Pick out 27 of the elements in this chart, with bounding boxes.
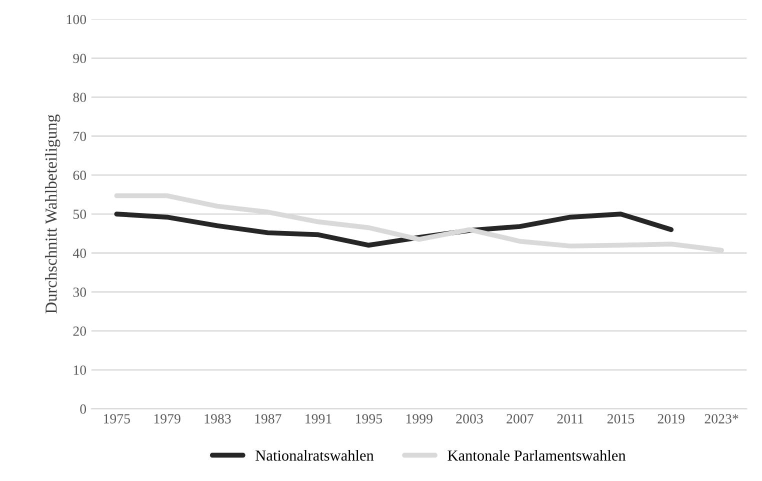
y-tick-label: 50 xyxy=(73,210,86,219)
y-tick-label: 30 xyxy=(73,288,86,297)
y-tick-label: 80 xyxy=(73,92,86,102)
y-tick-label: 100 xyxy=(66,14,86,24)
x-tick-label: 2011 xyxy=(557,414,584,424)
x-tick-label: 1999 xyxy=(406,414,432,424)
x-tick-label: 2003 xyxy=(456,414,483,424)
x-tick-label: 1983 xyxy=(204,414,231,424)
y-tick-label: 10 xyxy=(74,365,86,375)
y-tick-label: 0 xyxy=(80,404,86,414)
y-axis-title: Durchschnitt Wahlbeteiligung xyxy=(45,114,60,314)
y-tick-label: 40 xyxy=(72,248,86,258)
y-tick-label: 20 xyxy=(73,326,86,336)
x-tick-label: 2019 xyxy=(658,414,684,424)
legend-label: Kantonale Parlamentswahlen xyxy=(448,450,626,461)
x-tick-label: 2007 xyxy=(506,414,534,424)
x-tick-label: 1979 xyxy=(154,414,180,424)
y-tick-label: 70 xyxy=(74,132,86,142)
x-tick-label: 1991 xyxy=(306,414,332,424)
y-tick-label: 90 xyxy=(73,54,86,64)
x-tick-label: 2023* xyxy=(704,414,738,424)
x-tick-label: 1987 xyxy=(255,414,282,424)
x-tick-label: 1995 xyxy=(356,414,382,424)
x-tick-label: 1975 xyxy=(104,414,130,424)
legend-label: Nationalratswahlen xyxy=(256,450,374,461)
x-tick-label: 2015 xyxy=(607,414,634,424)
y-tick-label: 60 xyxy=(73,170,86,180)
